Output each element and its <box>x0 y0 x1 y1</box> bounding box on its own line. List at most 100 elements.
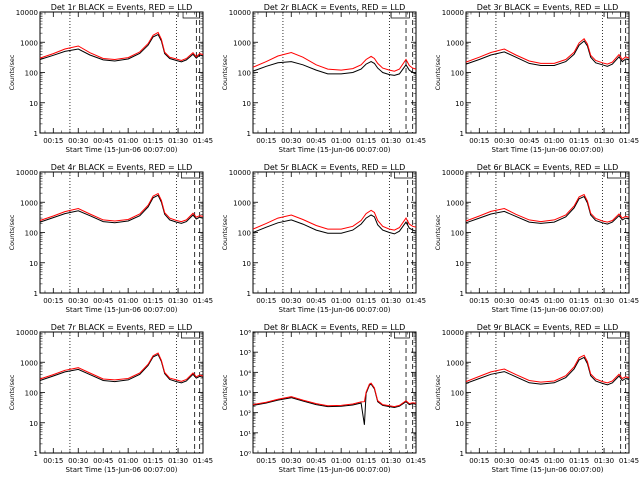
y-tick-label: 10000 <box>442 9 464 17</box>
x-tick-label: 00:15 <box>43 137 63 145</box>
x-tick-label: 01:45 <box>406 457 426 465</box>
events-series-line <box>39 33 204 63</box>
panel-title: Det 8r BLACK = Events, RED = LLD <box>264 323 406 332</box>
x-tick-label: 00:45 <box>519 457 539 465</box>
x-tick-label: 00:15 <box>469 457 489 465</box>
chart-panel-1: Det 1r BLACK = Events, RED = LLD 1 10 100 10… <box>8 3 213 154</box>
x-tick-label: 00:30 <box>68 297 88 305</box>
lld-series-line <box>465 38 630 65</box>
x-tick-label: 01:45 <box>193 297 213 305</box>
x-tick-label: 01:45 <box>619 297 639 305</box>
y-tick-label: 1 <box>460 130 464 138</box>
y-tick-label: 100 <box>238 70 251 78</box>
x-tick-label: 00:30 <box>281 137 301 145</box>
events-series-line <box>252 214 417 235</box>
x-tick-label: 00:30 <box>494 137 514 145</box>
x-axis-title: Start Time (15-Jun-06 00:07:00) <box>492 306 604 314</box>
x-tick-label: 01:15 <box>143 137 163 145</box>
plot-frame <box>39 11 204 134</box>
y-tick-label: 10000 <box>442 169 464 177</box>
x-tick-label: 00:30 <box>281 297 301 305</box>
flag-box <box>181 172 201 179</box>
events-series-line <box>252 383 417 425</box>
y-axis-title: Counts/sec <box>8 214 16 250</box>
x-tick-label: 01:00 <box>118 457 138 465</box>
chart-panel-4: Det 4r BLACK = Events, RED = LLD 1 10 100 10… <box>8 163 213 314</box>
y-tick-label: 1000 <box>446 359 464 367</box>
chart-panel-3: Det 3r BLACK = Events, RED = LLD 1 10 100 10… <box>434 3 639 154</box>
panel-title: Det 2r BLACK = Events, RED = LLD <box>264 3 406 12</box>
y-tick-label: 10⁰ <box>239 450 251 458</box>
x-tick-label: 01:30 <box>594 137 614 145</box>
y-axis-title: Counts/sec <box>221 374 229 410</box>
x-tick-label: 00:45 <box>93 297 113 305</box>
x-tick-label: 01:45 <box>619 137 639 145</box>
y-tick-label: 10⁵ <box>239 349 251 357</box>
plot-frame <box>39 171 204 294</box>
x-tick-label: 01:45 <box>406 137 426 145</box>
plot-frame <box>252 331 417 454</box>
x-axis-title: Start Time (15-Jun-06 00:07:00) <box>492 466 604 474</box>
x-tick-label: 01:15 <box>569 457 589 465</box>
y-tick-label: 1 <box>460 290 464 298</box>
y-tick-label: 1000 <box>446 199 464 207</box>
y-tick-label: 1 <box>247 130 251 138</box>
panel-title: Det 6r BLACK = Events, RED = LLD <box>477 163 619 172</box>
x-tick-label: 00:45 <box>306 137 326 145</box>
x-axis-title: Start Time (15-Jun-06 00:07:00) <box>279 306 391 314</box>
x-tick-label: 01:30 <box>168 137 188 145</box>
x-tick-label: 01:30 <box>381 297 401 305</box>
y-tick-label: 10000 <box>16 329 38 337</box>
x-axis-title: Start Time (15-Jun-06 00:07:00) <box>66 146 178 154</box>
chart-panel-6: Det 6r BLACK = Events, RED = LLD 1 10 100 10… <box>434 163 639 314</box>
plot-frame <box>252 171 417 294</box>
x-tick-label: 00:30 <box>494 297 514 305</box>
events-series-line <box>465 40 630 67</box>
plot-frame <box>252 11 417 134</box>
y-tick-label: 10 <box>29 260 38 268</box>
y-tick-label: 10 <box>242 100 251 108</box>
y-tick-label: 100 <box>238 230 251 238</box>
panel-title: Det 5r BLACK = Events, RED = LLD <box>264 163 406 172</box>
plot-frame <box>465 171 630 294</box>
x-tick-label: 01:00 <box>118 297 138 305</box>
x-tick-label: 01:45 <box>193 457 213 465</box>
x-tick-label: 01:15 <box>569 137 589 145</box>
y-tick-label: 10 <box>242 260 251 268</box>
x-tick-label: 00:45 <box>519 137 539 145</box>
flag-box <box>607 172 627 179</box>
x-axis-title: Start Time (15-Jun-06 00:07:00) <box>66 466 178 474</box>
lld-series-line <box>39 31 204 62</box>
chart-panel-5: Det 5r BLACK = Events, RED = LLD 1 10 100 10… <box>221 163 426 314</box>
lld-series-line <box>252 51 417 72</box>
y-tick-label: 1000 <box>20 39 38 47</box>
chart-panel-9: Det 9r BLACK = Events, RED = LLD 1 10 100 10… <box>434 323 639 474</box>
events-series-line <box>39 353 204 384</box>
y-axis-title: Counts/sec <box>8 54 16 90</box>
x-tick-label: 01:15 <box>356 297 376 305</box>
y-axis-title: Counts/sec <box>434 54 442 90</box>
x-tick-label: 01:15 <box>143 457 163 465</box>
flag-box <box>607 12 627 19</box>
x-tick-label: 01:15 <box>356 457 376 465</box>
y-tick-label: 1 <box>247 290 251 298</box>
chart-panel-7: Det 7r BLACK = Events, RED = LLD 1 10 100 10… <box>8 323 213 474</box>
y-tick-label: 100 <box>25 70 38 78</box>
x-tick-label: 01:00 <box>544 457 564 465</box>
y-tick-label: 1 <box>34 290 38 298</box>
events-series-line <box>465 195 630 225</box>
x-axis-title: Start Time (15-Jun-06 00:07:00) <box>279 466 391 474</box>
panel-title: Det 1r BLACK = Events, RED = LLD <box>51 3 193 12</box>
plot-frame <box>465 11 630 134</box>
chart-panel-2: Det 2r BLACK = Events, RED = LLD 1 10 100 10… <box>221 3 426 154</box>
x-tick-label: 00:15 <box>469 297 489 305</box>
y-tick-label: 1000 <box>20 359 38 367</box>
x-tick-label: 01:00 <box>544 137 564 145</box>
x-tick-label: 00:45 <box>93 457 113 465</box>
y-tick-label: 1 <box>34 450 38 458</box>
y-tick-label: 1 <box>460 450 464 458</box>
y-tick-label: 10 <box>455 260 464 268</box>
x-tick-label: 00:30 <box>281 457 301 465</box>
x-tick-label: 00:15 <box>256 297 276 305</box>
y-tick-label: 10¹ <box>239 430 251 438</box>
